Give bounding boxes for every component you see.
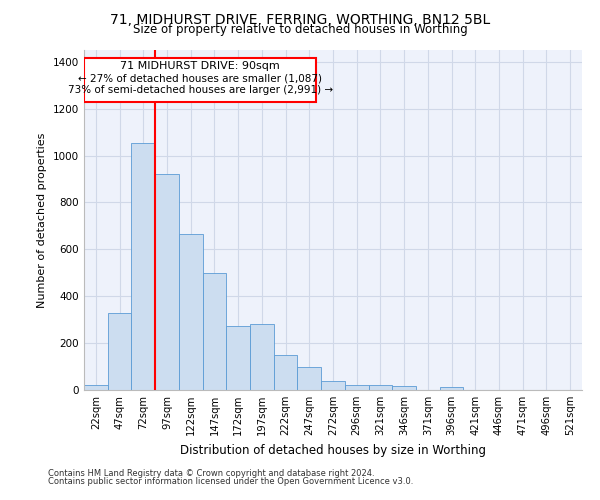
Bar — [321, 380, 345, 390]
Bar — [250, 324, 274, 390]
FancyBboxPatch shape — [84, 58, 316, 102]
Bar — [298, 366, 321, 390]
Text: Contains public sector information licensed under the Open Government Licence v3: Contains public sector information licen… — [48, 477, 413, 486]
Text: ← 27% of detached houses are smaller (1,087): ← 27% of detached houses are smaller (1,… — [78, 74, 322, 84]
Bar — [203, 273, 226, 390]
Bar — [368, 385, 392, 390]
Bar — [274, 355, 298, 390]
Y-axis label: Number of detached properties: Number of detached properties — [37, 132, 47, 308]
Bar — [392, 386, 416, 390]
Bar — [131, 142, 155, 390]
Bar — [179, 234, 203, 390]
Bar — [226, 326, 250, 390]
X-axis label: Distribution of detached houses by size in Worthing: Distribution of detached houses by size … — [180, 444, 486, 456]
Text: 71, MIDHURST DRIVE, FERRING, WORTHING, BN12 5BL: 71, MIDHURST DRIVE, FERRING, WORTHING, B… — [110, 12, 490, 26]
Text: 73% of semi-detached houses are larger (2,991) →: 73% of semi-detached houses are larger (… — [68, 84, 333, 94]
Text: Size of property relative to detached houses in Worthing: Size of property relative to detached ho… — [133, 22, 467, 36]
Bar — [108, 312, 131, 390]
Text: 71 MIDHURST DRIVE: 90sqm: 71 MIDHURST DRIVE: 90sqm — [121, 61, 280, 71]
Bar — [84, 386, 108, 390]
Bar — [440, 387, 463, 390]
Bar — [345, 385, 368, 390]
Bar — [155, 174, 179, 390]
Text: Contains HM Land Registry data © Crown copyright and database right 2024.: Contains HM Land Registry data © Crown c… — [48, 468, 374, 477]
